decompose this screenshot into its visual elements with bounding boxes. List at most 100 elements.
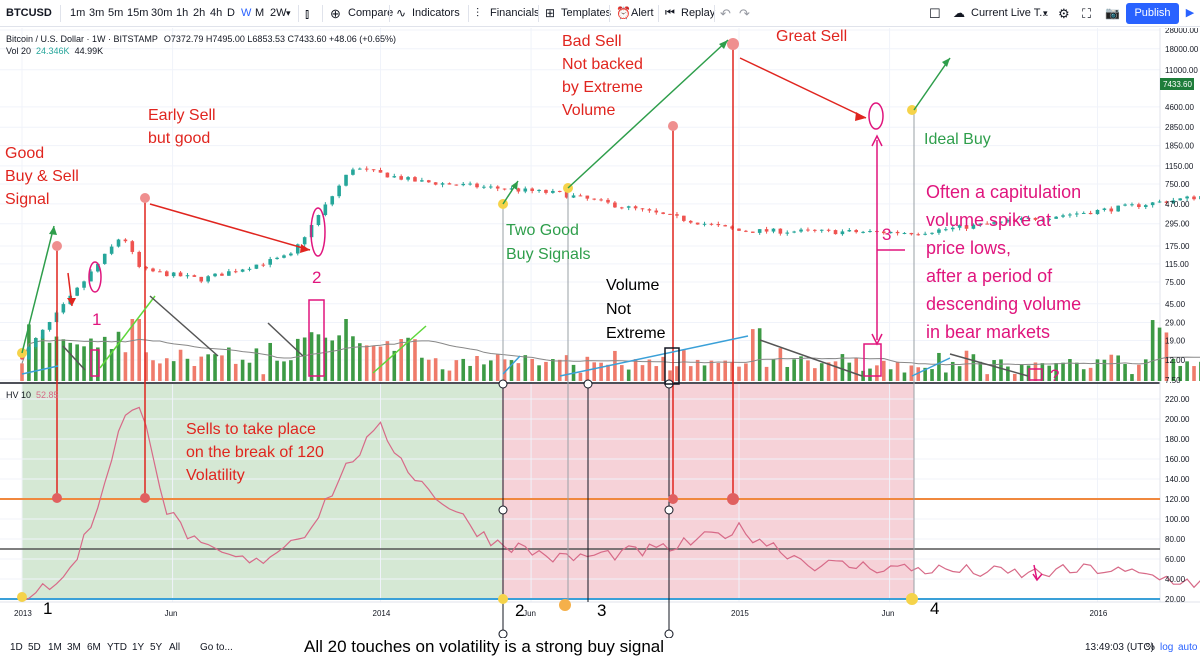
volume-bar [695, 359, 700, 381]
chevron-down-icon[interactable]: ▾ [1043, 8, 1048, 18]
interval-3m[interactable]: 3m [89, 7, 105, 19]
auto-toggle[interactable]: auto [1178, 642, 1198, 653]
candle-body [130, 241, 135, 252]
volume-bar [1109, 354, 1114, 381]
interval-15m[interactable]: 15m [127, 7, 149, 19]
time-tick-label: 2016 [1090, 609, 1108, 618]
financials-button[interactable]: Financials [490, 7, 540, 19]
volume-bar [606, 364, 610, 381]
candle-body [475, 183, 479, 188]
candles-icon[interactable]: ⫾ [305, 6, 310, 21]
volume-bar [261, 374, 266, 381]
range-5y[interactable]: 5Y [150, 642, 163, 653]
fullscreen-icon[interactable]: ⛶ [1082, 6, 1092, 21]
redo-icon[interactable]: ↷ [739, 6, 750, 21]
alarm-clock-icon[interactable]: ⏰ [616, 6, 631, 20]
interval-2h[interactable]: 2h [193, 7, 206, 19]
range-6m[interactable]: 6M [87, 642, 101, 653]
layout-box-icon[interactable]: ☐ [929, 6, 941, 21]
annotation-ideal-buy: Ideal Buy [924, 131, 991, 148]
templates-icon[interactable]: ⊞ [545, 6, 556, 20]
publish-button[interactable]: Publish [1126, 3, 1179, 24]
candle-body [364, 168, 369, 170]
bottom-bar: 1D 5D 1M 3M 6M YTD 1Y 5Y All Go to... 13… [0, 638, 1200, 657]
alert-button[interactable]: Alert [631, 7, 654, 19]
volume-bar [992, 360, 996, 381]
volume-bar [102, 336, 107, 381]
goto-button[interactable]: Go to... [200, 642, 233, 653]
price-tick-label: 295.00 [1165, 220, 1190, 229]
percent-toggle[interactable]: % [1146, 642, 1155, 653]
financials-icon[interactable]: ⫶ [476, 6, 480, 20]
gear-icon[interactable]: ⚙ [1058, 6, 1070, 21]
volume-bar [420, 357, 424, 381]
volume-bar [482, 364, 486, 381]
candle-body [337, 185, 341, 197]
volume-bar [957, 366, 962, 381]
symbol-search[interactable]: BTCUSD [6, 7, 52, 19]
interval-30m[interactable]: 30m [151, 7, 173, 19]
volume-bar [1075, 362, 1079, 381]
annotation-bottom-4: 4 [930, 599, 939, 618]
interval-d[interactable]: D [227, 7, 235, 19]
replay-icon[interactable]: ⏮ [665, 7, 675, 19]
candle-body [785, 232, 790, 234]
volume-bar [1006, 366, 1010, 381]
annotation-capitulation: price lows, [926, 238, 1011, 258]
layout-name[interactable]: Current Live T... [971, 7, 1049, 19]
volume-bar [688, 366, 693, 381]
volume-bar [1095, 359, 1100, 381]
interval-w[interactable]: W [241, 7, 252, 19]
range-all[interactable]: All [169, 642, 181, 653]
interval-2w[interactable]: 2W [270, 7, 287, 19]
range-1d[interactable]: 1D [10, 642, 23, 653]
hv-tick-label: 200.00 [1165, 415, 1190, 424]
plus-circle-icon[interactable]: ⊕ [330, 6, 341, 21]
volume-bar [137, 319, 142, 381]
interval-4h[interactable]: 4h [210, 7, 223, 19]
hv-tick-label: 160.00 [1165, 455, 1190, 464]
candle-body [509, 188, 514, 190]
log-toggle[interactable]: log [1160, 642, 1174, 653]
interval-5m[interactable]: 5m [108, 7, 124, 19]
interval-1m[interactable]: 1m [70, 7, 86, 19]
chevron-down-icon[interactable]: ▾ [286, 8, 291, 18]
time-axis[interactable]: 2013Jun2014Jun2015Jun2016Jun2017Jun2018M… [14, 609, 1200, 618]
interval-1h[interactable]: 1h [176, 7, 189, 19]
range-3m[interactable]: 3M [67, 642, 81, 653]
play-icon[interactable]: ▶ [1185, 7, 1195, 19]
volume-bar [764, 366, 769, 381]
candle-body [957, 225, 962, 228]
green-trend-lines [21, 39, 951, 354]
replay-button[interactable]: Replay [681, 7, 716, 19]
volume-bar [240, 359, 245, 381]
volume-bar [750, 329, 755, 381]
candle-body [1088, 212, 1093, 215]
compare-button[interactable]: Compare [348, 7, 394, 19]
camera-icon[interactable]: 📷 [1105, 6, 1120, 20]
templates-button[interactable]: Templates [561, 7, 612, 19]
annotations: Good Buy & Sell Signal Early Sell but good Ba… [5, 28, 1081, 620]
indicators-button[interactable]: Indicators [412, 7, 460, 19]
range-ytd[interactable]: YTD [107, 642, 127, 653]
volume-bar [654, 366, 659, 381]
undo-icon[interactable]: ↶ [720, 6, 731, 21]
marker-circles [498, 379, 674, 638]
candle-body [613, 202, 617, 208]
interval-m[interactable]: M [255, 7, 265, 19]
volume-bar [1130, 374, 1134, 381]
volume-bar [744, 363, 748, 381]
indicators-icon[interactable]: ∿ [396, 6, 407, 20]
volume-bar [964, 350, 969, 381]
volume-bar [1143, 359, 1148, 381]
range-5d[interactable]: 5D [28, 642, 41, 653]
volume-bar [854, 357, 859, 381]
range-1m[interactable]: 1M [48, 642, 62, 653]
chart-canvas[interactable]: 28000.0018000.0011000.004600.002850.0018… [0, 28, 1200, 638]
range-1y[interactable]: 1Y [132, 642, 145, 653]
candle-body [551, 190, 555, 193]
cloud-icon[interactable]: ☁ [953, 6, 965, 20]
price-axis[interactable]: 28000.00 18000.00 11000.00 4600.00 2850.00 18… [1165, 28, 1199, 604]
volume-bar [1171, 358, 1176, 381]
candle-body [557, 190, 562, 192]
